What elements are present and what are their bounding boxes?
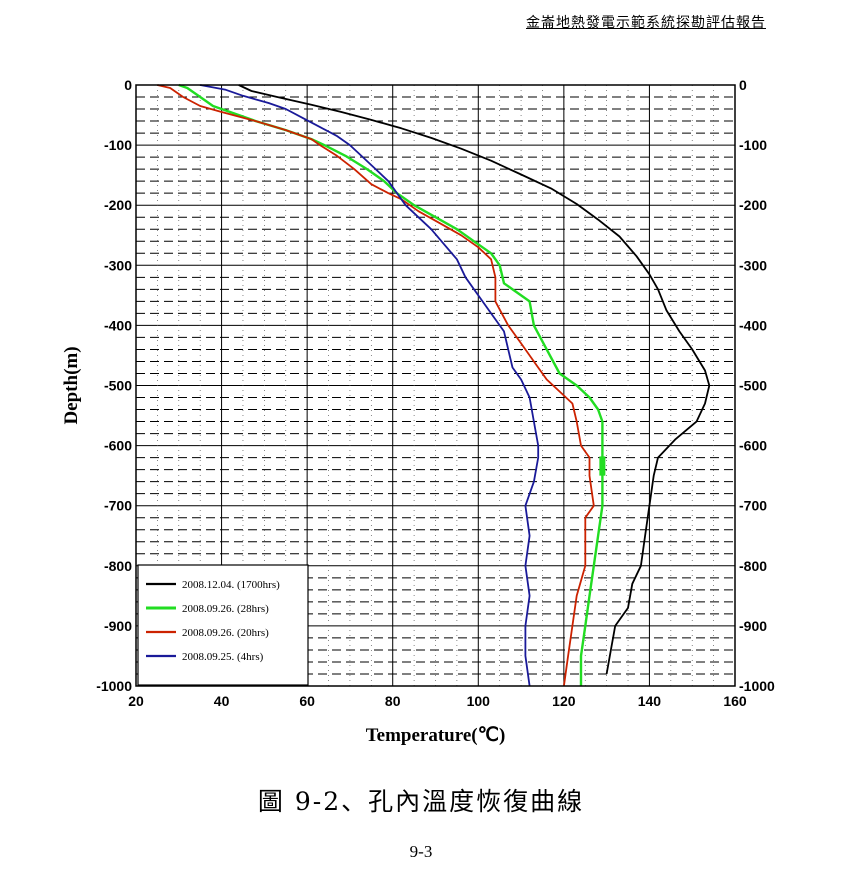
y-tick-label-left: -900 (104, 618, 132, 634)
x-tick-label: 20 (128, 693, 144, 709)
series-line-1 (238, 84, 711, 675)
temperature-depth-chart: 0 0 -100 -100 -200 -200 -300 -300 -400 -400 -500 -5… (61, 77, 775, 746)
legend-label: 2008.09.26. (20hrs) (182, 627, 269, 639)
x-axis-label: Temperature(℃) (366, 725, 506, 746)
x-tick-label: 40 (214, 693, 230, 709)
x-tick-label: 160 (723, 693, 747, 709)
page-number: 9-3 (409, 842, 433, 861)
y-tick-label-right: -200 (739, 197, 767, 213)
legend-label: 2008.09.26. (28hrs) (182, 603, 269, 615)
report-title: 金崙地熱發電示範系統探勘評估報告 (526, 15, 766, 31)
series-line-4 (200, 84, 540, 687)
y-tick-label-right: -800 (739, 558, 767, 574)
legend-label: 2008.09.25. (4hrs) (182, 651, 264, 663)
y-tick-label-right: -900 (739, 618, 767, 634)
series-marker-block (599, 456, 606, 476)
y-tick-label-left: -600 (104, 438, 132, 454)
y-tick-label-right: -700 (739, 498, 767, 514)
legend: 2008.12.04. (1700hrs) 2008.09.26. (28hrs)… (137, 564, 309, 686)
legend-label: 2008.12.04. (1700hrs) (182, 579, 280, 591)
tick-labels: 0 0 -100 -100 -200 -200 -300 -300 -400 -400 -500 -5… (96, 77, 775, 709)
series-lines (157, 83, 711, 687)
y-tick-label-left: -1000 (96, 678, 132, 694)
figure-caption: 圖 9-2、孔內溫度恢復曲線 (257, 787, 585, 816)
y-tick-label-right: -100 (739, 137, 767, 153)
y-tick-label-left: -700 (104, 498, 132, 514)
y-tick-label-right: -500 (739, 378, 767, 394)
y-tick-label-left: -800 (104, 558, 132, 574)
y-tick-label-left: -400 (104, 317, 132, 333)
y-tick-label-left: -200 (104, 197, 132, 213)
y-tick-label-left: -300 (104, 257, 132, 273)
plot-frame (135, 84, 736, 687)
x-tick-label: 120 (552, 693, 576, 709)
y-tick-label-right: -600 (739, 438, 767, 454)
y-axis-label: Depth(m) (61, 346, 82, 424)
x-tick-label: 60 (299, 693, 315, 709)
y-tick-label-right: -1000 (739, 678, 775, 694)
y-tick-label-left: -500 (104, 378, 132, 394)
x-tick-label: 80 (385, 693, 401, 709)
x-tick-label: 140 (638, 693, 662, 709)
y-tick-label-left: 0 (124, 77, 132, 93)
y-tick-label-left: -100 (104, 137, 132, 153)
series-line-3 (157, 84, 595, 687)
x-tick-label: 100 (467, 693, 491, 709)
y-tick-label-right: 0 (739, 77, 747, 93)
y-tick-label-right: -300 (739, 257, 767, 273)
y-tick-label-right: -400 (739, 317, 767, 333)
